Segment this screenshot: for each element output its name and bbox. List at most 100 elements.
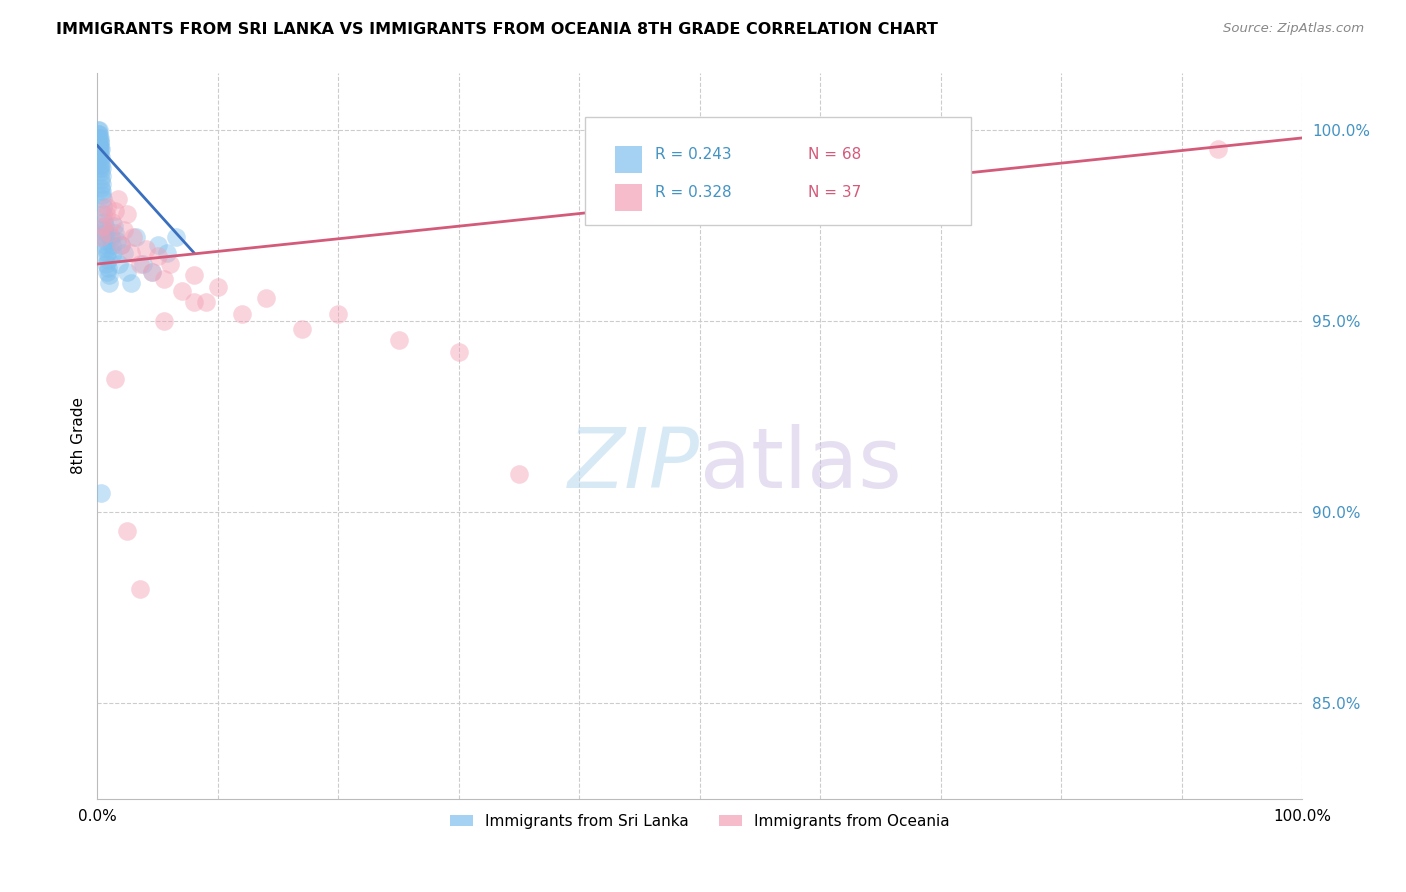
Point — [508, 467, 530, 482]
Point — [90, 161, 112, 176]
Point — [91, 177, 114, 191]
Point — [159, 257, 181, 271]
Point — [93, 219, 115, 233]
Point — [146, 249, 169, 263]
Point — [141, 265, 163, 279]
Point — [94, 219, 117, 233]
Bar — [616, 146, 643, 173]
Point — [141, 265, 163, 279]
Point — [89, 158, 111, 172]
Point — [89, 153, 111, 168]
Point — [90, 188, 112, 202]
Point — [96, 245, 118, 260]
Point — [96, 265, 118, 279]
Point — [104, 371, 127, 385]
Point — [120, 245, 142, 260]
Point — [156, 245, 179, 260]
Point — [132, 257, 155, 271]
Point — [89, 146, 111, 161]
Point — [152, 314, 174, 328]
Point — [231, 307, 253, 321]
Point — [94, 242, 117, 256]
Point — [89, 135, 111, 149]
Point — [89, 138, 111, 153]
Text: R = 0.243: R = 0.243 — [655, 147, 731, 162]
Text: R = 0.328: R = 0.328 — [655, 186, 731, 200]
Point — [104, 227, 127, 241]
Point — [87, 123, 110, 137]
Point — [87, 127, 110, 141]
Point — [90, 158, 112, 172]
Point — [117, 265, 139, 279]
Text: IMMIGRANTS FROM SRI LANKA VS IMMIGRANTS FROM OCEANIA 8TH GRADE CORRELATION CHART: IMMIGRANTS FROM SRI LANKA VS IMMIGRANTS … — [56, 22, 938, 37]
Point — [89, 150, 111, 164]
Point — [104, 203, 127, 218]
Point — [97, 260, 120, 275]
Point — [94, 234, 117, 248]
Point — [90, 230, 112, 244]
Point — [170, 284, 193, 298]
Point — [165, 230, 187, 244]
Point — [93, 207, 115, 221]
Point — [90, 180, 112, 194]
Point — [91, 192, 114, 206]
Point — [96, 200, 118, 214]
Point — [207, 280, 229, 294]
Point — [122, 230, 145, 244]
Legend: Immigrants from Sri Lanka, Immigrants from Oceania: Immigrants from Sri Lanka, Immigrants fr… — [443, 807, 956, 835]
Point — [387, 334, 409, 348]
Point — [101, 245, 124, 260]
Point — [93, 230, 115, 244]
Point — [110, 238, 132, 252]
Point — [117, 207, 139, 221]
Text: ZIP: ZIP — [568, 425, 700, 506]
Point — [89, 161, 111, 176]
Point — [128, 257, 150, 271]
Point — [90, 173, 112, 187]
Point — [152, 272, 174, 286]
Point — [89, 131, 111, 145]
Point — [87, 142, 110, 156]
Point — [105, 234, 128, 248]
Point — [90, 142, 112, 156]
Point — [90, 165, 112, 179]
Point — [107, 192, 129, 206]
Point — [112, 222, 135, 236]
Point — [101, 215, 124, 229]
Point — [87, 135, 110, 149]
Point — [100, 230, 122, 244]
Point — [108, 257, 131, 271]
Text: N = 37: N = 37 — [808, 186, 862, 200]
Point — [87, 131, 110, 145]
Point — [1206, 142, 1229, 156]
Point — [89, 135, 111, 149]
Point — [96, 257, 118, 271]
Y-axis label: 8th Grade: 8th Grade — [72, 398, 86, 475]
Point — [97, 253, 120, 268]
Point — [101, 238, 124, 252]
Point — [89, 142, 111, 156]
Point — [87, 131, 110, 145]
Point — [94, 227, 117, 241]
Point — [94, 207, 117, 221]
Point — [97, 268, 120, 283]
Text: N = 68: N = 68 — [808, 147, 862, 162]
Point — [90, 486, 112, 500]
Point — [183, 268, 205, 283]
Point — [135, 242, 157, 256]
Point — [93, 215, 115, 229]
Point — [91, 185, 114, 199]
Point — [447, 344, 470, 359]
Point — [89, 123, 111, 137]
Point — [120, 276, 142, 290]
Point — [94, 249, 117, 263]
Point — [91, 200, 114, 214]
Point — [194, 295, 217, 310]
Point — [254, 292, 277, 306]
Bar — [616, 184, 643, 211]
Point — [103, 219, 125, 233]
Point — [93, 238, 115, 252]
Point — [87, 138, 110, 153]
Point — [87, 127, 110, 141]
Point — [112, 245, 135, 260]
